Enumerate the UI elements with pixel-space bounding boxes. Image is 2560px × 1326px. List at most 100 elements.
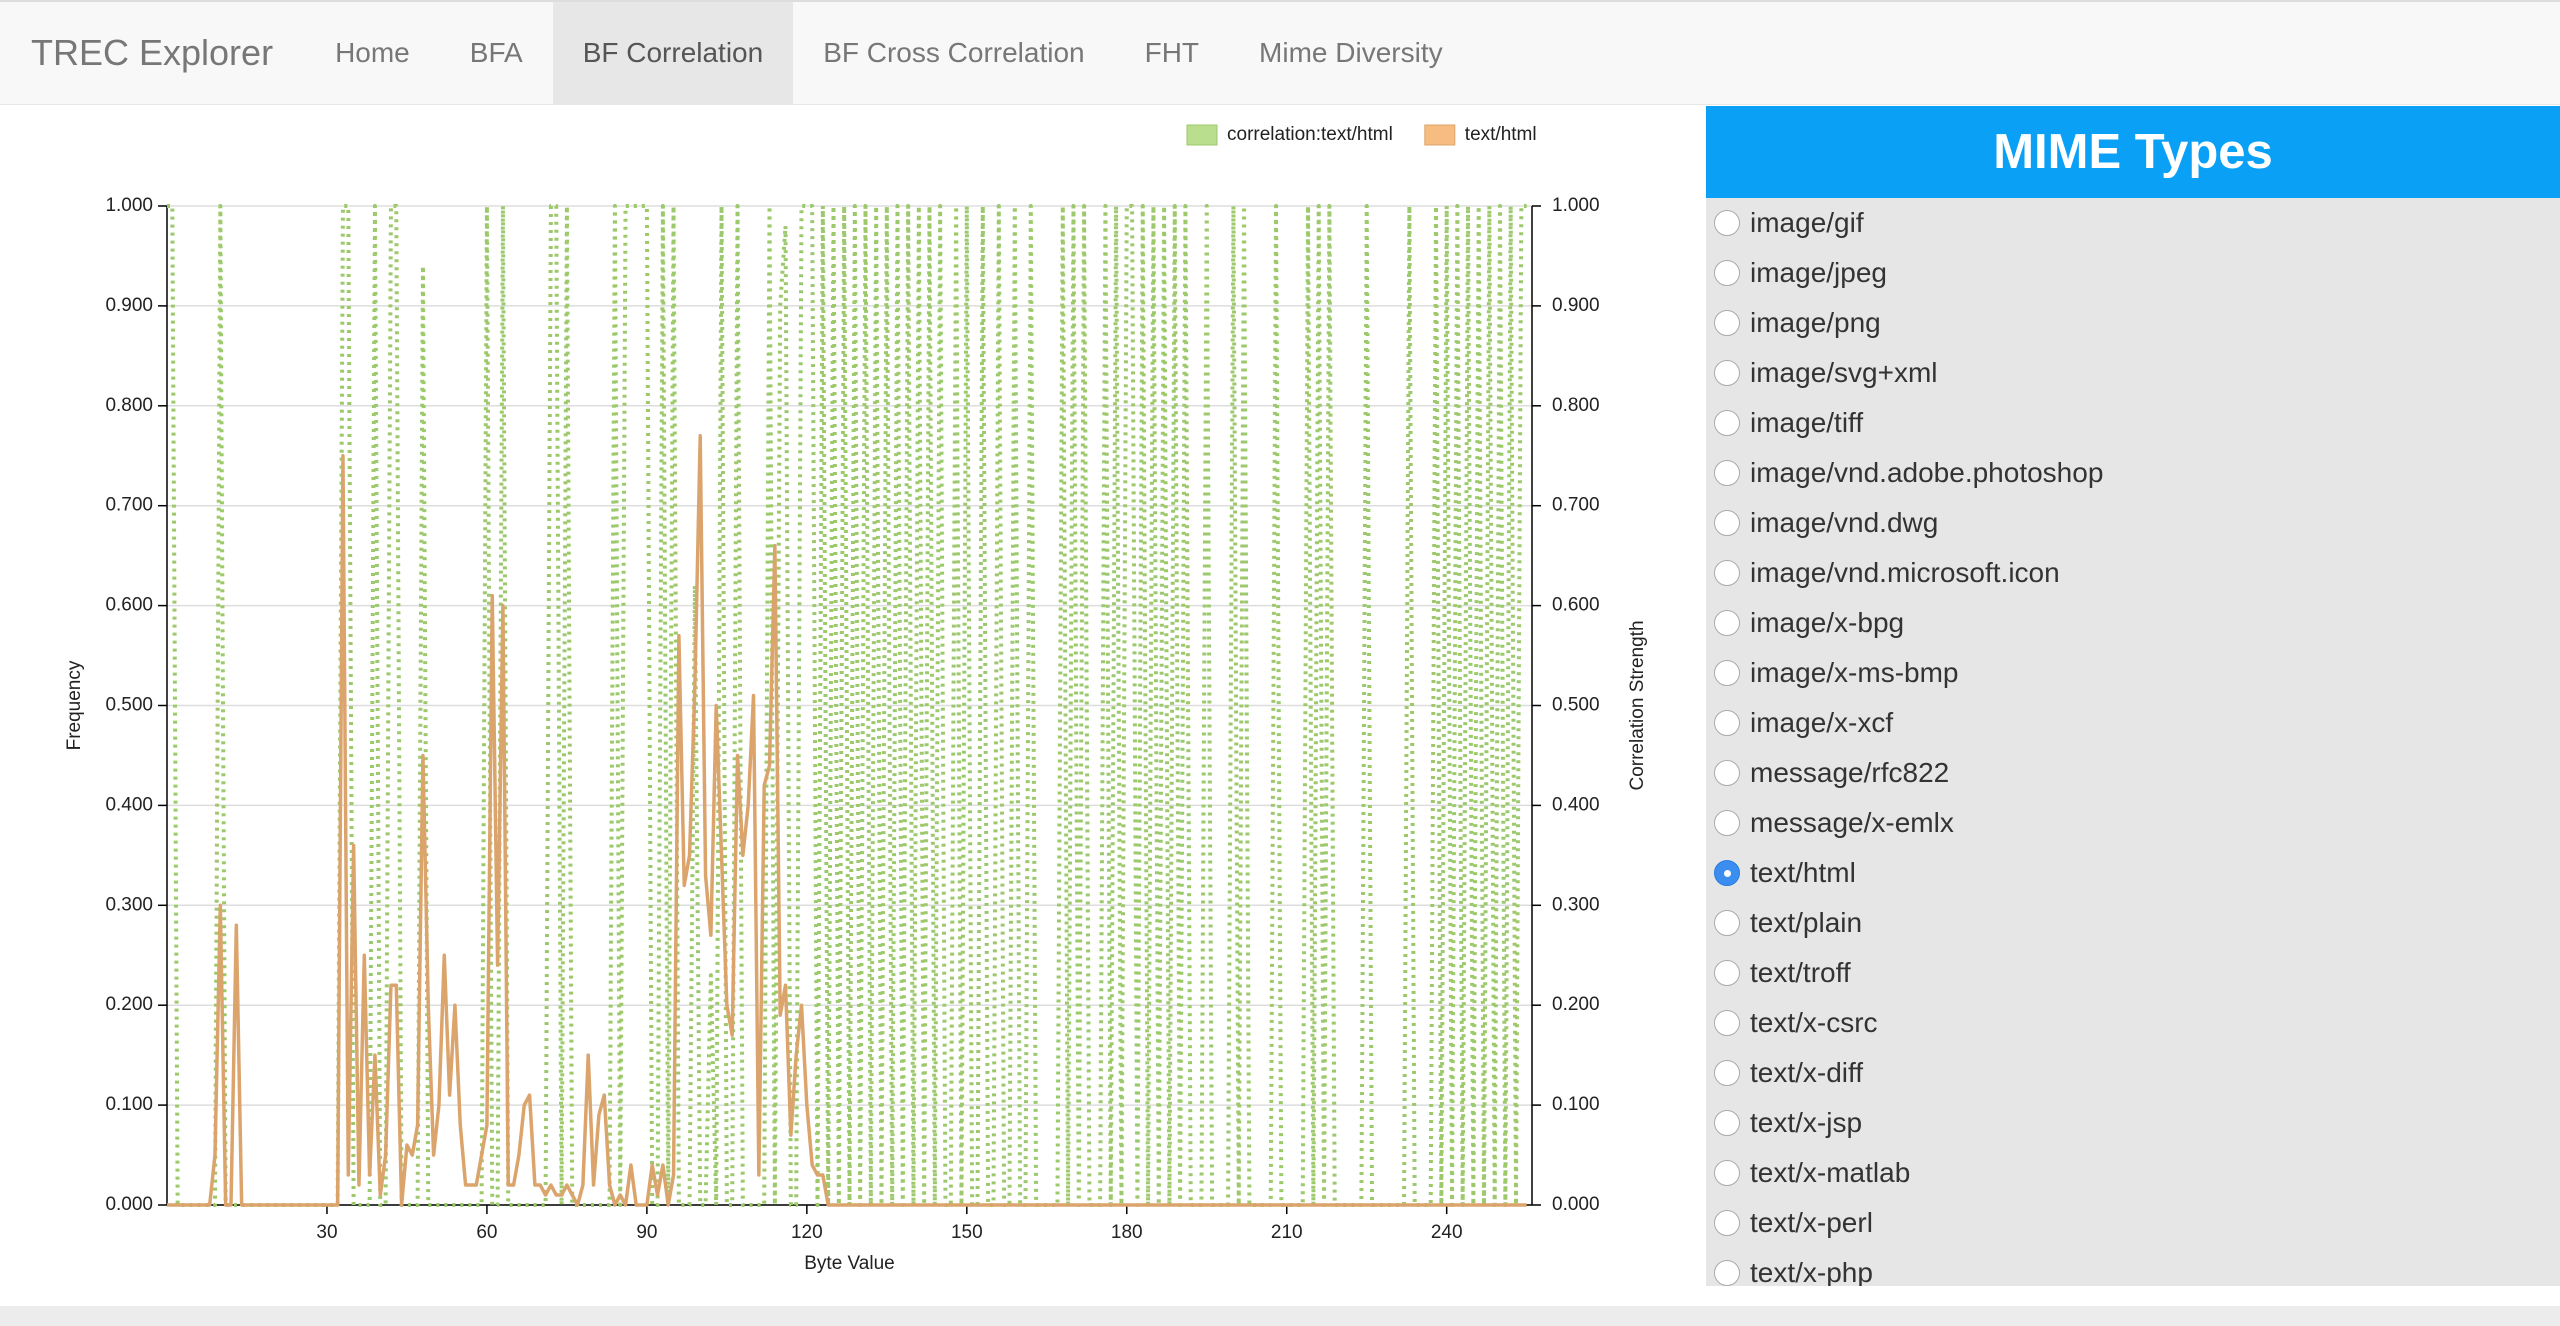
series-line (167, 434, 1527, 1207)
mime-option: text/x-perl (1706, 1198, 2560, 1248)
mime-option: text/x-jsp (1706, 1098, 2560, 1148)
legend-swatch (1186, 124, 1218, 146)
x-tick-label: 150 (951, 1222, 983, 1243)
option-label[interactable]: text/troff (1750, 957, 1851, 988)
x-tick-label: 60 (476, 1222, 497, 1243)
brand[interactable]: TREC Explorer (31, 32, 274, 73)
x-tick-label: 90 (636, 1222, 657, 1243)
radio-button[interactable] (1714, 910, 1740, 936)
mime-option: image/png (1706, 298, 2560, 348)
mime-option: image/vnd.microsoft.icon (1706, 548, 2560, 598)
options: image/gif image/jpeg image/png image/svg+xm… (1706, 198, 2560, 1286)
y2-tick-label: 0.600 (1552, 595, 1600, 616)
option-label[interactable]: image/jpeg (1750, 257, 1887, 288)
y-tick-label: 0.300 (105, 894, 153, 915)
radio-button[interactable] (1714, 260, 1740, 286)
option-label[interactable]: text/x-perl (1750, 1207, 1873, 1238)
radio-button[interactable] (1714, 210, 1740, 236)
radio-button[interactable] (1714, 1210, 1740, 1236)
mime-option: image/svg+xml (1706, 348, 2560, 398)
x-axis-label: Byte Value (804, 1253, 894, 1274)
y-tick-label: 0.700 (105, 495, 153, 516)
option-label[interactable]: image/gif (1750, 207, 1864, 238)
y2-axis-label: Correlation Strength (1627, 620, 1648, 790)
x-tick-label: 240 (1431, 1222, 1463, 1243)
radio-button[interactable] (1714, 560, 1740, 586)
y-tick-label: 1.000 (105, 195, 153, 216)
y2-tick-label: 0.700 (1552, 495, 1600, 516)
radio-button[interactable] (1714, 1260, 1740, 1286)
option-label[interactable]: text/plain (1750, 907, 1863, 938)
y2-tick-label: 0.000 (1552, 1194, 1600, 1215)
option-label[interactable]: image/png (1750, 307, 1881, 338)
radio-button[interactable] (1714, 810, 1740, 836)
mime-option: image/x-xcf (1706, 698, 2560, 748)
option-label[interactable]: image/svg+xml (1750, 357, 1938, 388)
mime-option: image/jpeg (1706, 248, 2560, 298)
nav-link[interactable]: BF Correlation (552, 2, 794, 104)
legend-label: correlation:text/html (1227, 124, 1393, 145)
y-tick-label: 0.900 (105, 295, 153, 316)
option-label[interactable]: text/x-php (1750, 1257, 1873, 1286)
nav-link[interactable]: Mime Diversity (1259, 37, 1443, 68)
mime-option: text/x-php (1706, 1248, 2560, 1286)
option-label[interactable]: text/html (1750, 857, 1856, 888)
option-label[interactable]: image/vnd.adobe.photoshop (1750, 457, 2104, 488)
x-tick-label: 30 (316, 1222, 337, 1243)
radio-button[interactable] (1714, 460, 1740, 486)
y2-tick-label: 0.800 (1552, 395, 1600, 416)
mime-option: text/x-csrc (1706, 998, 2560, 1048)
y-tick-label: 0.200 (105, 994, 153, 1015)
y2-tick-label: 0.400 (1552, 794, 1600, 815)
radio-button[interactable] (1714, 510, 1740, 536)
radio-button[interactable] (1714, 760, 1740, 786)
y2-tick-label: 0.500 (1552, 695, 1600, 716)
option-label[interactable]: text/x-csrc (1750, 1007, 1878, 1038)
mime-option: text/troff (1706, 948, 2560, 998)
nav-link[interactable]: FHT (1144, 37, 1200, 68)
radio-button[interactable] (1714, 1010, 1740, 1036)
y2-tick-label: 0.100 (1552, 1094, 1600, 1115)
option-label[interactable]: image/vnd.microsoft.icon (1750, 557, 2060, 588)
option-label[interactable]: text/x-matlab (1750, 1157, 1911, 1188)
radio-button[interactable] (1714, 660, 1740, 686)
option-label[interactable]: image/x-xcf (1750, 707, 1894, 738)
y-tick-label: 0.500 (105, 695, 153, 716)
radio-button[interactable] (1714, 960, 1740, 986)
option-label[interactable]: image/x-ms-bmp (1750, 657, 1959, 688)
nav-link[interactable]: BF Cross Correlation (823, 37, 1085, 68)
option-label[interactable]: message/rfc822 (1750, 757, 1950, 788)
x-tick-label: 120 (791, 1222, 823, 1243)
radio-button[interactable] (1714, 1060, 1740, 1086)
radio-button[interactable] (1714, 410, 1740, 436)
y-tick-label: 0.400 (105, 794, 153, 815)
mime-option: message/x-emlx (1706, 798, 2560, 848)
radio-button[interactable] (1714, 360, 1740, 386)
radio-button[interactable] (1714, 1160, 1740, 1186)
mime-option: text/html (1706, 848, 2560, 898)
chart: 0.000 0.100 0.200 0.300 0.400 0.500 0.600 0.700… (64, 124, 1648, 1274)
navbar: TREC Explorer Home BFA BF Correlation BF Cr… (0, 0, 2560, 105)
radio-button[interactable] (1714, 610, 1740, 636)
nav-link[interactable]: Home (335, 37, 410, 68)
legend-label: text/html (1465, 124, 1537, 145)
radio-button[interactable] (1714, 710, 1740, 736)
footer (0, 1306, 2560, 1326)
mime-option: text/x-diff (1706, 1048, 2560, 1098)
y2-tick-label: 0.200 (1552, 994, 1600, 1015)
mime-option: image/vnd.dwg (1706, 498, 2560, 548)
mime-option: text/plain (1706, 898, 2560, 948)
radio-button[interactable] (1714, 1110, 1740, 1136)
y-tick-label: 0.600 (105, 595, 153, 616)
option-label[interactable]: image/x-bpg (1750, 607, 1905, 638)
mime-option: image/x-ms-bmp (1706, 648, 2560, 698)
option-label[interactable]: text/x-jsp (1750, 1107, 1863, 1138)
option-label[interactable]: image/vnd.dwg (1750, 507, 1939, 538)
option-label[interactable]: image/tiff (1750, 407, 1864, 438)
radio-button[interactable] (1714, 310, 1740, 336)
option-label[interactable]: message/x-emlx (1750, 807, 1954, 838)
mime-option: message/rfc822 (1706, 748, 2560, 798)
option-label[interactable]: text/x-diff (1750, 1057, 1864, 1088)
radio-button[interactable] (1714, 860, 1740, 886)
nav-link[interactable]: BFA (469, 37, 523, 68)
